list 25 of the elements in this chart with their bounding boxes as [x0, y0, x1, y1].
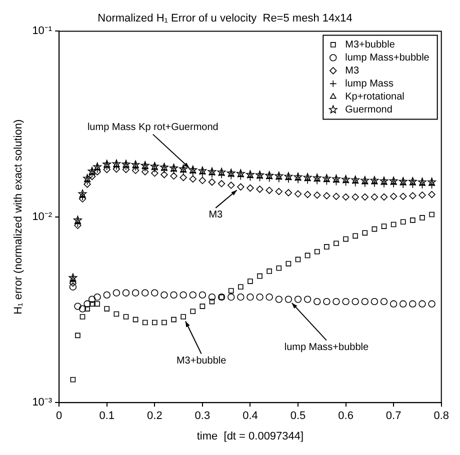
- chart-title: Normalized H₁ Error of u velocity Re=5 mesh 14x14: [98, 12, 352, 25]
- legend-label: Kp+rotational: [345, 91, 404, 102]
- legend-label: Guermond: [345, 104, 392, 116]
- x-tick-label: 0.2: [147, 410, 162, 422]
- y-tick-label: 10⁻²: [32, 210, 52, 223]
- x-tick-label: 0.6: [338, 410, 354, 422]
- y-tick-label: 10⁻³: [32, 396, 52, 409]
- legend-label: lump Mass: [345, 78, 394, 90]
- y-axis-title: H₁ error (normalized with exact solution): [12, 119, 25, 314]
- x-tick-label: 0.7: [386, 410, 402, 422]
- x-tick-label: 0.1: [99, 410, 115, 422]
- x-tick-label: 0.5: [290, 410, 306, 422]
- x-axis-title: time [dt = 0.0097344]: [196, 430, 304, 442]
- legend-label: M3+bubble: [345, 39, 396, 50]
- annotation: lump Mass Kp rot+Guermond: [87, 122, 218, 134]
- annotation: M3: [208, 210, 224, 221]
- x-tick-label: 0.3: [194, 410, 210, 422]
- legend-label: lump Mass+bubble: [345, 52, 430, 64]
- annotation: lump Mass+bubble: [284, 342, 369, 354]
- x-tick-label: 0.4: [242, 410, 258, 422]
- x-tick-label: 0.8: [434, 410, 450, 422]
- y-tick-label: 10⁻¹: [32, 25, 52, 38]
- annotation: M3+bubble: [176, 355, 227, 366]
- x-tick-label: 0: [56, 410, 62, 422]
- legend-label: M3: [345, 65, 360, 76]
